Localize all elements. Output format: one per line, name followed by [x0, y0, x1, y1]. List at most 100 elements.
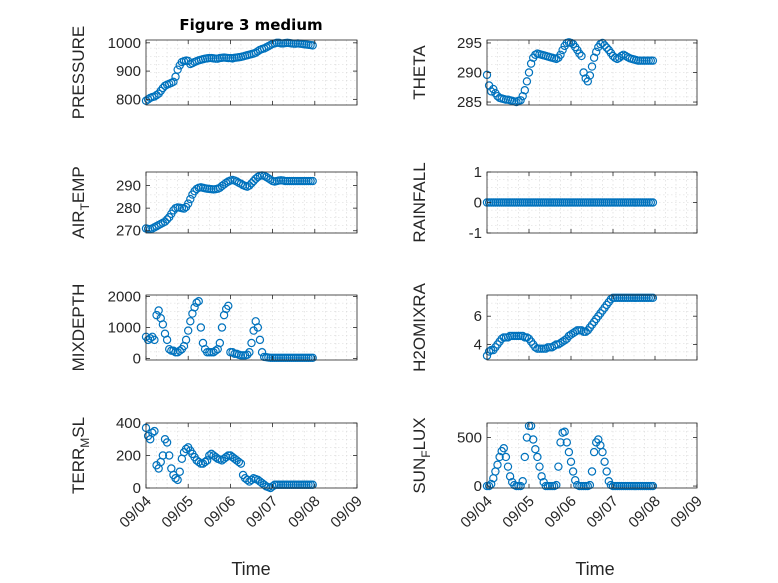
- data-point: [571, 476, 580, 485]
- x-axis-label-left: Time: [231, 559, 270, 579]
- y-tick-label: 295: [457, 35, 482, 52]
- y-tick-label: 270: [116, 223, 141, 240]
- data-point: [522, 333, 532, 342]
- data-point: [247, 338, 256, 348]
- y-tick-label: 285: [457, 94, 482, 111]
- data-point: [564, 331, 574, 341]
- y-tick-label: 1: [474, 164, 482, 181]
- y-axis-label: RAINFALL: [410, 162, 429, 242]
- data-point: [266, 175, 275, 184]
- data-point: [175, 346, 184, 355]
- figure-title: Figure 3 medium: [179, 16, 322, 34]
- y-tick-label: 0: [474, 478, 482, 495]
- series-points: [482, 293, 658, 360]
- data-point: [211, 346, 220, 355]
- data-point: [560, 336, 569, 345]
- grid-lines: [487, 295, 697, 360]
- x-tick-label: 09/07: [583, 493, 622, 532]
- y-tick-label: 0: [474, 195, 482, 212]
- y-tick-label: 280: [116, 200, 141, 217]
- data-point: [566, 457, 576, 467]
- y-axis-label: THETA: [410, 45, 429, 100]
- y-axis-label: MIXDEPTH: [69, 284, 88, 372]
- data-point: [520, 452, 530, 462]
- y-tick-label: 800: [116, 91, 141, 108]
- data-point: [529, 435, 538, 444]
- axes-box: [486, 422, 698, 489]
- data-point: [585, 480, 595, 490]
- data-point: [581, 327, 590, 336]
- data-point: [562, 438, 572, 447]
- data-point: [554, 462, 563, 471]
- data-point: [245, 181, 254, 190]
- data-point: [211, 452, 220, 462]
- y-tick-label: 200: [116, 448, 141, 465]
- data-point: [558, 45, 567, 55]
- series-points: [141, 423, 317, 493]
- data-point: [158, 451, 168, 460]
- data-point: [253, 323, 263, 332]
- data-point: [169, 77, 178, 87]
- data-point: [173, 475, 182, 485]
- data-point: [497, 334, 506, 343]
- y-axis-label: AIRTEMP: [69, 166, 92, 239]
- data-point: [556, 338, 565, 348]
- data-point: [308, 176, 317, 186]
- axes-box: [145, 39, 358, 106]
- data-point: [518, 91, 527, 101]
- subplot-6: 4 6 H2OMIXRA: [410, 282, 698, 372]
- data-point: [190, 303, 199, 312]
- data-point: [516, 481, 525, 491]
- data-point: [589, 447, 599, 457]
- data-point: [219, 180, 229, 189]
- data-point: [181, 444, 191, 454]
- data-point: [215, 338, 225, 348]
- data-point: [255, 335, 265, 345]
- y-tick-label: 0: [133, 480, 141, 497]
- data-point: [600, 457, 609, 467]
- subplot-1: 800 900 1000 PRESSURE: [69, 26, 358, 120]
- data-point: [516, 96, 525, 105]
- data-point: [501, 452, 511, 462]
- data-point: [192, 298, 201, 307]
- x-tick-label: 09/08: [625, 493, 664, 532]
- data-point: [308, 353, 317, 363]
- data-point: [552, 480, 561, 490]
- data-point: [648, 481, 658, 491]
- subplot-3: 270 280 290 AIRTEMP: [69, 166, 358, 240]
- data-point: [232, 177, 241, 186]
- x-tick-label: 09/09: [667, 493, 706, 532]
- data-point: [489, 84, 498, 94]
- data-point: [162, 215, 172, 224]
- data-point: [495, 452, 504, 462]
- data-point: [585, 71, 595, 80]
- data-point: [587, 467, 597, 476]
- data-point: [526, 421, 536, 431]
- data-point: [262, 172, 271, 182]
- data-point: [606, 295, 616, 304]
- data-point: [186, 194, 195, 204]
- y-axis-label: PRESSURE: [69, 26, 88, 120]
- data-point: [150, 335, 159, 345]
- data-point: [224, 301, 233, 311]
- data-point: [520, 86, 530, 95]
- data-point: [171, 474, 180, 483]
- x-tick-label: 09/08: [285, 493, 324, 532]
- y-tick-label: 6: [474, 308, 482, 325]
- y-tick-label: 1000: [108, 35, 141, 52]
- data-point: [589, 53, 599, 62]
- data-point: [487, 87, 496, 96]
- y-axis-label: SUNFLUX: [410, 417, 433, 493]
- data-point: [594, 435, 603, 444]
- y-axis-label: TERRMSL: [69, 417, 92, 494]
- data-point: [537, 472, 546, 481]
- subplot-2: 285 290 295 THETA: [410, 35, 698, 111]
- series-points: [482, 38, 658, 107]
- data-point: [503, 333, 513, 342]
- subplot-8: 0 500 09/04 09/05 09/06 09/07 09/08 09/09 SUNFLU…: [410, 417, 706, 531]
- x-tick-label: 09/06: [201, 493, 240, 532]
- x-tick-label: 09/05: [499, 493, 538, 532]
- y-tick-label: 0: [133, 350, 141, 367]
- data-point: [162, 335, 172, 345]
